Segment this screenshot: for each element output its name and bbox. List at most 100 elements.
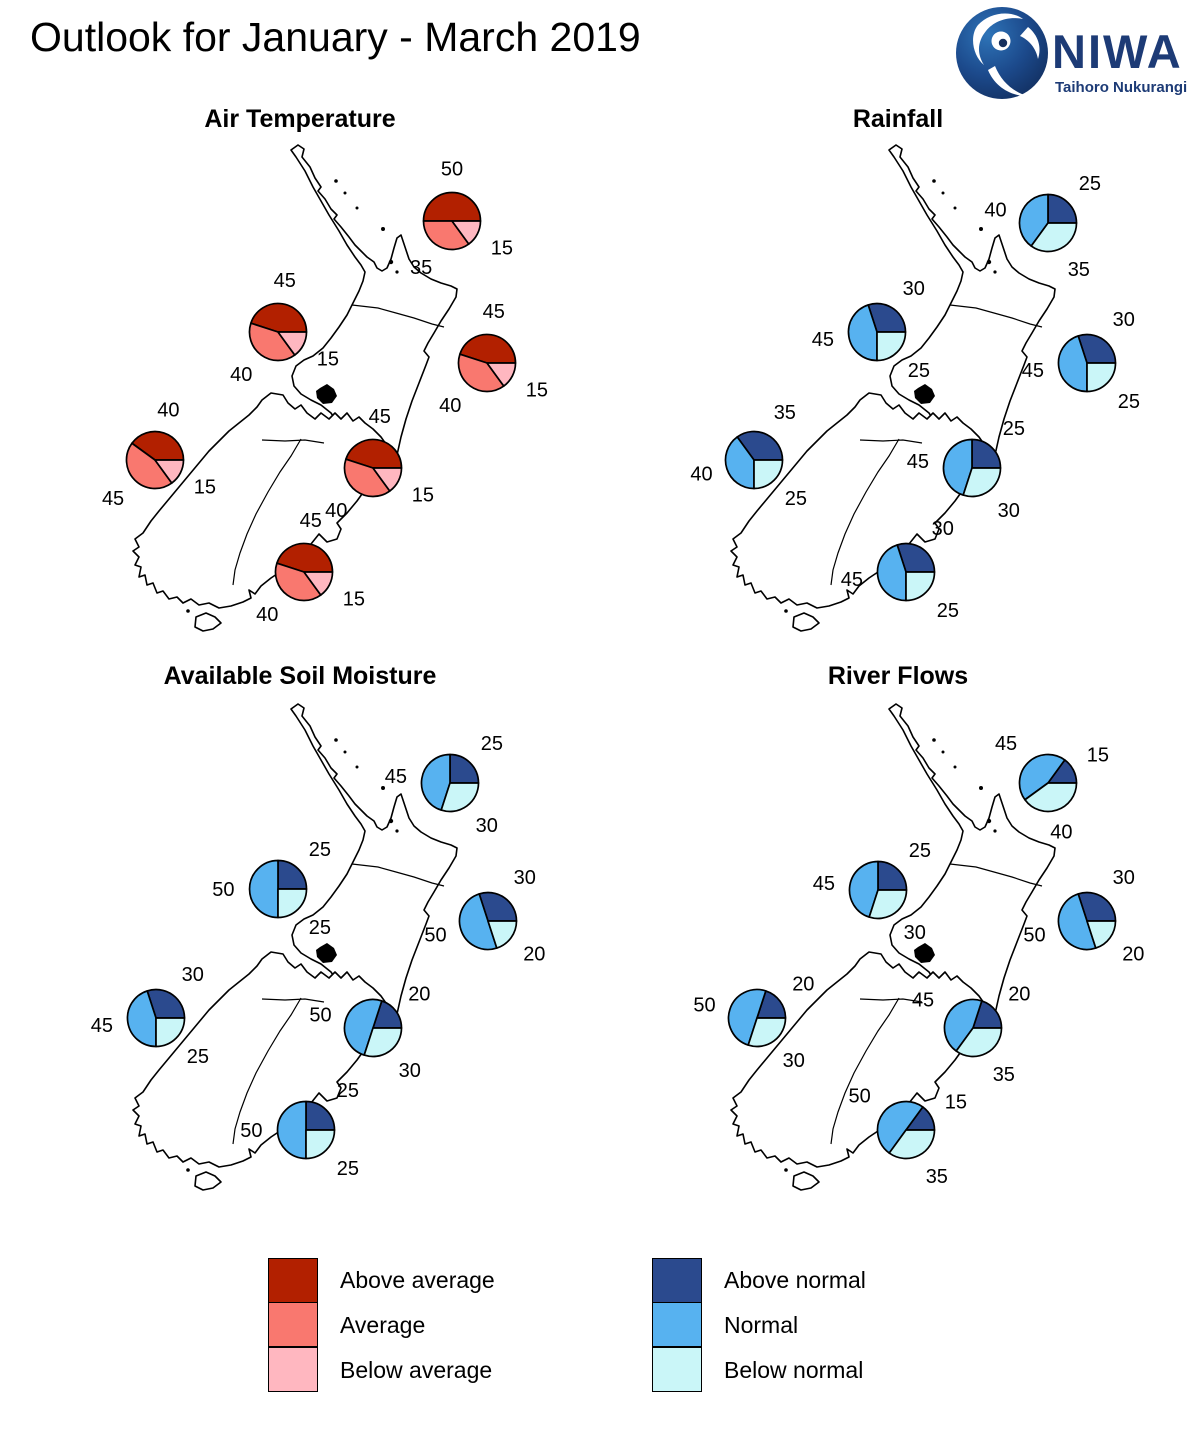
pie-value-label: 30 [783,1050,805,1072]
pie-value-label: 40 [439,395,461,417]
pie-slice [440,782,480,813]
pie-slice [276,1100,307,1160]
pie-value-label: 15 [945,1091,967,1113]
legend-label: Above average [340,1267,495,1293]
pie-slice [971,438,1002,469]
pie-slice [943,998,983,1052]
pie-slice [250,302,308,333]
legend-label: Normal [724,1312,799,1338]
pie-value-label: 40 [230,364,252,386]
pie-slice [1018,193,1049,247]
pie-slice [274,562,322,602]
pie-value-label: 50 [1023,924,1045,946]
pie-slice [422,191,482,222]
pie-value-label: 20 [408,983,430,1005]
pie-slice [727,988,767,1046]
page-title: Outlook for January - March 2019 [30,14,641,60]
pie-slice [1030,222,1078,253]
logo-tagline: Taihoro Nukurangi [1055,79,1187,96]
pie-value-label: 30 [476,815,498,837]
pie-value-label: 45 [300,510,322,532]
pie-value-label: 50 [212,879,234,901]
pie-value-label: 30 [998,500,1020,522]
pie-value-label: 25 [187,1046,209,1068]
pie-slice [867,302,907,333]
pie-slice [248,322,296,362]
below-average-swatch [268,1347,318,1393]
pie-value-label: 25 [481,733,503,755]
pie-value-label: 30 [399,1060,421,1082]
pie-value-label: 15 [317,349,339,371]
legend-item: Above normal [652,1258,866,1303]
above-normal-swatch [652,1258,702,1303]
pie-value-label: 40 [256,604,278,626]
pie-value-label: 40 [157,400,179,422]
logo-wordmark: NIWA [1052,25,1183,78]
pie-value-label: 20 [523,944,545,966]
pie-slice [486,362,517,387]
legend-item: Average [268,1302,495,1348]
pie-value-label: 35 [926,1166,948,1188]
pie-value-label: 15 [343,589,365,611]
pie-value-label: 20 [1122,944,1144,966]
pies-river-flows: 15 45 40 25 45 30 30 50 20 20 50 30 20 45 35 15 50 35 [693,733,1144,1188]
pie-slice [876,331,907,362]
legend-item: Above average [268,1258,495,1303]
chart-title-river-flows: River Flows [827,662,969,690]
chart-title-rainfall: Rainfall [852,105,944,133]
niwa-logo: NIWA Taihoro Nukurangi [948,3,1198,103]
pie-slice [736,430,784,461]
pie-value-label: 35 [774,402,796,424]
pie-slice [126,990,157,1048]
pie-value-label: 35 [1068,259,1090,281]
pie-slice [724,436,755,490]
pie-value-label: 25 [909,840,931,862]
legend-label: Average [340,1312,426,1338]
pie-slice [276,542,334,573]
pie-slice [1077,891,1117,922]
pie-value-label: 50 [693,995,715,1017]
pie-slice [277,331,308,356]
pie-value-label: 30 [904,922,926,944]
pie-slice [363,1027,403,1058]
pie-slice [277,859,308,890]
pie-value-label: 35 [410,257,432,279]
pie-value-label: 45 [907,451,929,473]
pie-value-label: 30 [932,518,954,540]
pie-value-label: 30 [1113,309,1135,331]
pie-slice [343,458,391,498]
pie-slice [905,571,936,602]
pie-value-label: 25 [1079,173,1101,195]
pie-slice [457,353,505,393]
pie-slice [303,571,334,596]
pie-slice [747,1017,787,1048]
pie-slice [848,860,879,918]
pie-value-label: 25 [337,1080,359,1102]
legend-item: Normal [652,1302,866,1348]
pie-value-label: 25 [785,488,807,510]
pie-value-label: 45 [385,766,407,788]
pie-value-label: 45 [841,569,863,591]
pie-slice [146,988,186,1019]
legend-label: Above normal [724,1267,866,1293]
pie-slice [131,430,185,461]
pie-value-label: 45 [274,270,296,292]
pie-slice [1077,333,1117,364]
legend-label: Below normal [724,1357,864,1383]
pie-value-label: 50 [309,1005,331,1027]
temperature-legend: Above average Average Below average [268,1258,495,1393]
pie-slice [478,891,518,922]
globe-swirl-icon [956,7,1048,99]
pie-slice [876,544,907,602]
pie-value-label: 40 [984,200,1006,222]
pie-slice [343,998,383,1056]
pie-slice [1024,782,1078,813]
below-normal-swatch [652,1347,702,1393]
pie-slice [125,442,173,490]
pie-slice [962,467,1002,498]
pie-value-label: 25 [1118,391,1140,413]
pie-slice [1057,893,1097,951]
pie-value-label: 25 [908,360,930,382]
pie-slice [487,920,518,949]
